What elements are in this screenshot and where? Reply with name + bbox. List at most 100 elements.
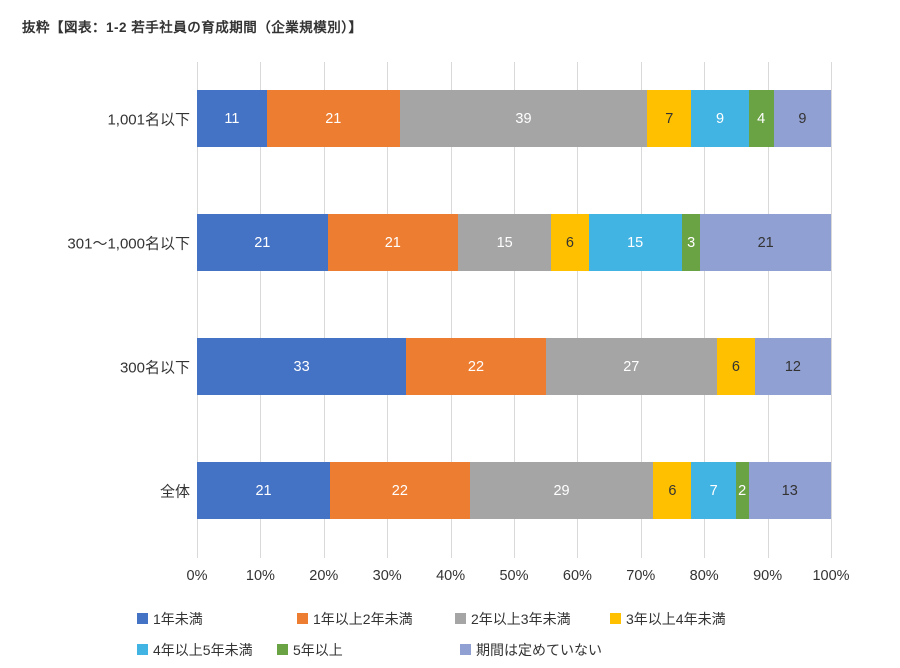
bar-segment: 15 [588,214,682,271]
bar-segment-value: 7 [709,482,718,499]
bar-segment: 22 [330,462,470,519]
x-axis-tick: 50% [499,568,529,584]
gridline [831,62,832,558]
bar-segment-value: 33 [293,358,310,375]
bar-segment: 39 [399,90,648,147]
legend-item: 期間は定めていない [460,640,602,660]
bar-segment-value: 7 [665,110,674,127]
gridline [260,62,262,558]
bar-segment: 11 [197,90,267,147]
legend-swatch-icon [610,613,621,624]
bar-segment-value: 6 [668,482,677,499]
legend: 1年未満 1年以上2年未満 2年以上3年未満 3年以上4年未満 4年以上5年未満 5年以… [137,603,877,665]
category-label: 300名以下 [119,359,190,376]
legend-swatch-icon [277,644,288,655]
bar-segment-value: 11 [224,110,240,127]
bar-segment-value: 22 [467,358,485,375]
bar-segment: 7 [647,90,692,147]
legend-label: 1年未満 [153,610,203,627]
bar-segment-value: 13 [781,482,798,499]
gridline [197,62,198,558]
bar-segment: 22 [406,338,546,395]
bar-segment-value: 9 [715,110,725,127]
bar-segment: 27 [545,338,717,395]
legend-label: 5年以上 [293,641,343,658]
bar-segment: 2 [735,462,749,519]
bar-segment: 4 [748,90,774,147]
bar-segment: 9 [773,90,831,147]
gridline [323,62,325,558]
x-axis-tick: 90% [753,568,783,584]
bar-segment: 9 [691,90,749,147]
gridline [767,62,769,558]
legend-label: 2年以上3年未満 [471,610,571,627]
gridline [450,62,452,558]
legend-item: 3年以上4年未満 [610,609,726,629]
bar-segment-value: 22 [391,482,408,499]
gridline [387,62,389,558]
bar-segment-value: 15 [496,234,513,251]
category-label: 全体 [159,483,190,500]
bar-segment: 12 [754,338,831,395]
bar-segment: 21 [700,214,831,271]
bar-segment-value: 6 [731,358,740,375]
x-axis-tick: 60% [562,568,592,584]
gridline [704,62,706,558]
bar-segment: 21 [266,90,400,147]
bar-segment: 29 [469,462,654,519]
bar-segment-value: 39 [515,110,532,127]
gridline [514,62,515,558]
legend-label: 1年以上2年未満 [313,610,413,627]
bar-row: 21 21 15 6 15 3 21 [197,214,831,271]
bar-segment-value: 12 [784,358,801,375]
legend-item: 1年以上2年未満 [297,609,455,629]
bar-segment: 15 [458,214,552,271]
x-axis-tick: 80% [689,568,719,584]
bar-segment-value: 15 [627,234,644,251]
bar-segment-value: 3 [687,234,696,251]
legend-item: 4年以上5年未満 [137,640,277,660]
bar-segment: 6 [551,214,589,271]
x-axis-tick: 30% [372,568,402,584]
bar-segment-value: 21 [255,482,272,499]
bar-segment: 21 [197,462,331,519]
legend-item: 5年以上 [277,640,460,660]
legend-label: 期間は定めていない [476,641,602,658]
bar-segment: 21 [327,214,459,271]
legend-swatch-icon [297,613,308,624]
legend-swatch-icon [137,644,148,655]
bar-segment: 6 [716,338,755,395]
x-axis-tick: 10% [245,568,275,584]
bar-row: 33 22 27 6 12 [197,338,831,395]
x-axis-tick: 20% [309,568,339,584]
x-axis-tick: 40% [436,568,466,584]
bar-row: 21 22 29 6 7 2 13 [197,462,831,519]
bar-segment-value: 21 [757,234,774,251]
legend-item: 2年以上3年未満 [455,609,610,629]
bar-segment-value: 21 [325,110,342,127]
gridline [640,62,642,558]
legend-row-1: 1年未満 1年以上2年未満 2年以上3年未満 3年以上4年未満 [137,603,877,634]
bar-segment-value: 21 [254,234,271,251]
legend-swatch-icon [137,613,148,624]
bar-segment: 3 [681,214,701,271]
bar-segment-value: 21 [384,234,401,251]
chart-title: 抜粋【図表：1-2 若手社員の育成期間（企業規模別）】 [22,20,363,35]
bar-segment-value: 9 [798,110,807,127]
category-label: 1,001名以下 [107,111,190,128]
bar-segment: 7 [691,462,736,519]
plot-area: 11 21 39 7 9 4 9 21 21 15 6 15 3 21 33 22 27 6 12 21 22 29 6 7 2… [197,62,832,558]
x-axis-tick: 100% [812,568,850,584]
legend-item: 1年未満 [137,609,297,629]
bar-row: 11 21 39 7 9 4 9 [197,90,831,147]
legend-swatch-icon [455,613,466,624]
bar-segment: 6 [653,462,692,519]
legend-swatch-icon [460,644,471,655]
bar-segment: 21 [197,214,328,271]
bar-segment-value: 29 [553,482,570,499]
x-axis-tick: 70% [626,568,656,584]
legend-row-2: 4年以上5年未満 5年以上 期間は定めていない [137,634,877,665]
bar-segment-value: 27 [623,358,640,375]
legend-label: 3年以上4年未満 [626,610,726,627]
